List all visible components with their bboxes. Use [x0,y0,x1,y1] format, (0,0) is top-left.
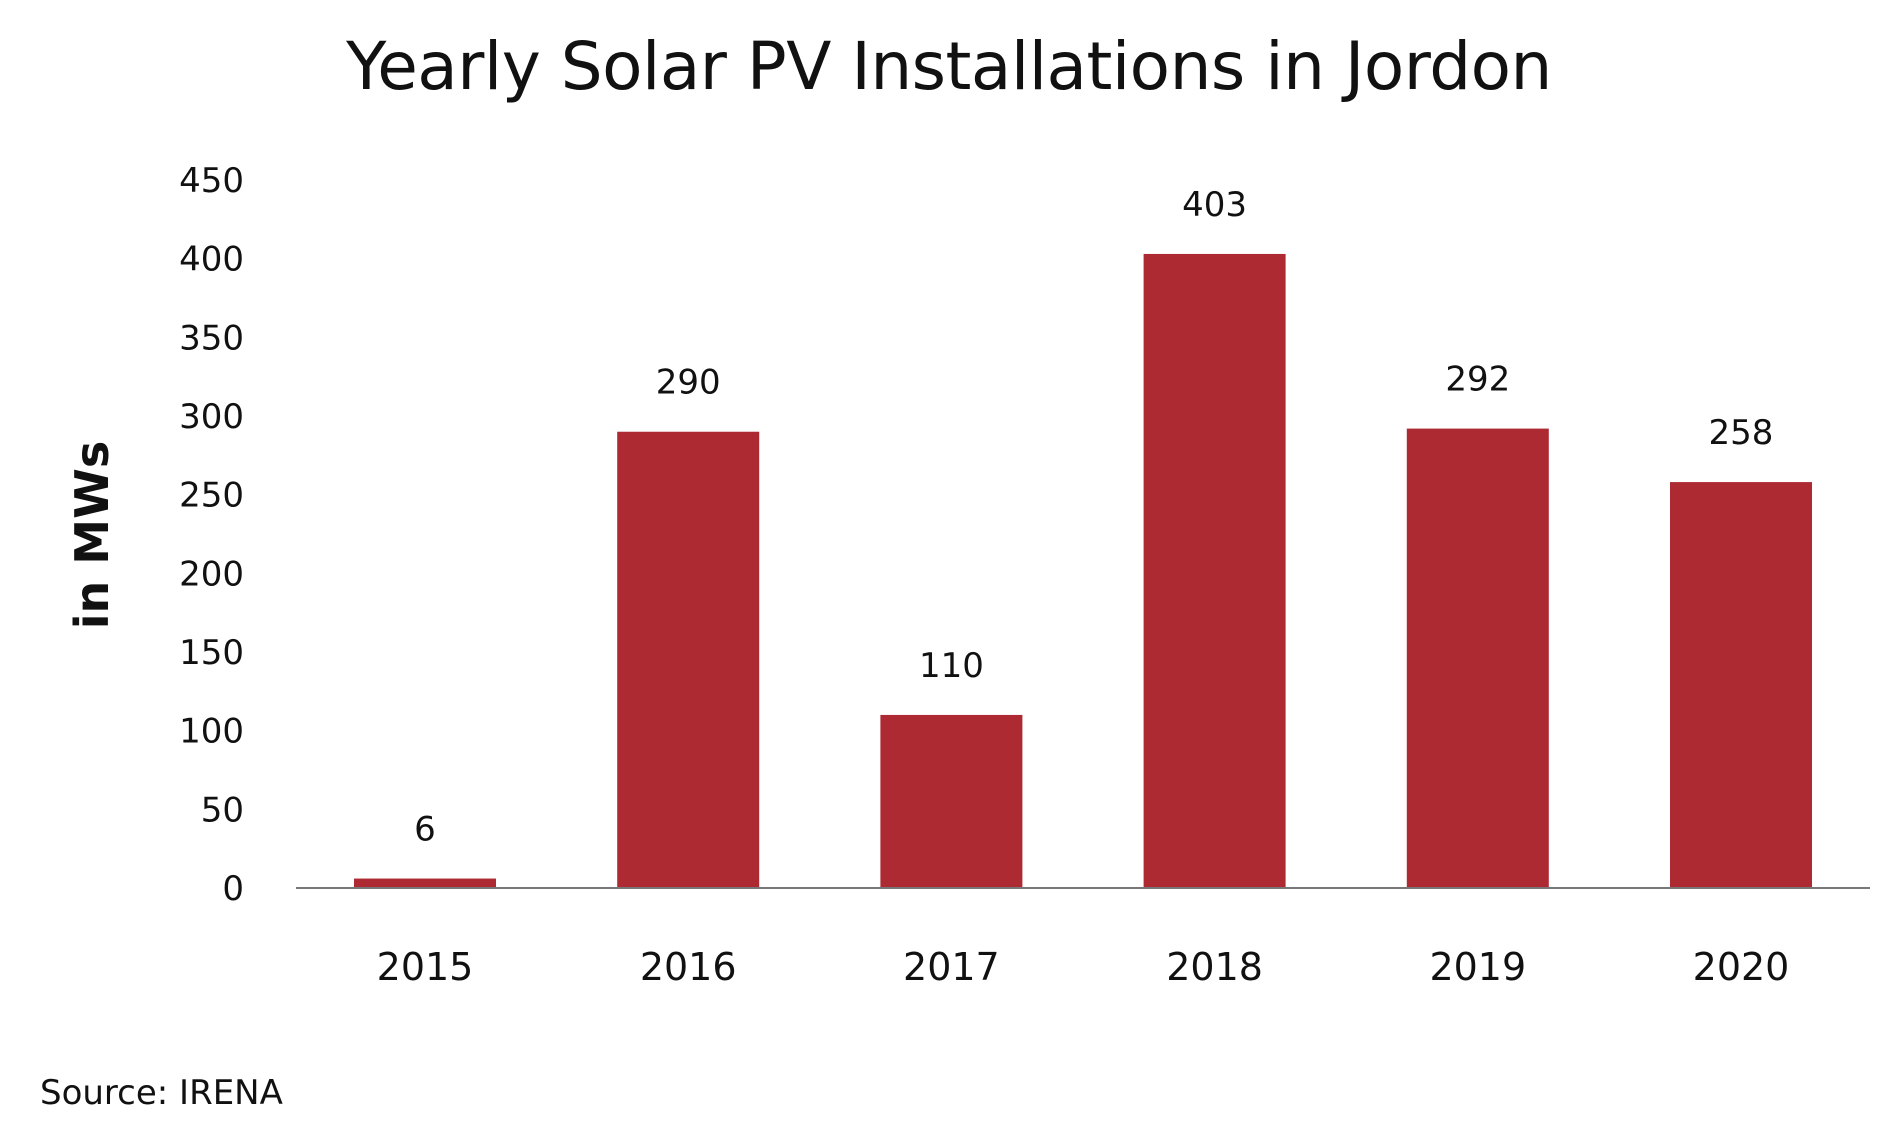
x-tick-labels: 2015 2016 2017 2018 2019 2020 [377,945,1790,989]
chart-title: Yearly Solar PV Installations in Jordon [346,28,1552,105]
bar-2016 [617,431,760,888]
y-tick-label: 300 [179,397,244,437]
data-label-2016: 290 [656,363,721,403]
data-label-2020: 258 [1709,413,1774,453]
y-axis-title: in MWs [65,441,119,629]
x-tick-label-2019: 2019 [1429,945,1526,989]
x-tick-label-2018: 2018 [1166,945,1263,989]
y-tick-label: 150 [179,633,244,673]
y-axis-title-group: in MWs [65,441,119,629]
y-tick-label: 200 [179,554,244,594]
source-note: Source: IRENA [40,1073,283,1113]
y-tick-label: 250 [179,476,244,516]
bar-2015 [354,878,496,888]
data-labels: 6 290 110 403 292 258 [414,185,1773,850]
y-tick-label: 350 [179,318,244,358]
bar-2018 [1143,253,1286,889]
bars [354,253,1812,889]
y-tick-label: 400 [179,240,244,280]
data-label-2017: 110 [919,646,984,686]
x-tick-label-2017: 2017 [903,945,1000,989]
data-label-2019: 292 [1445,360,1510,400]
y-tick-label: 100 [179,712,244,752]
y-tick-labels: 0 50 100 150 200 250 300 350 400 450 [179,161,244,909]
data-label-2018: 403 [1182,185,1247,225]
y-tick-label: 450 [179,161,244,201]
x-tick-label-2020: 2020 [1693,945,1790,989]
y-tick-label: 0 [222,869,244,909]
bar-2019 [1406,428,1549,888]
x-tick-label-2015: 2015 [377,945,474,989]
data-label-2015: 6 [414,810,436,850]
x-tick-label-2016: 2016 [640,945,737,989]
bar-2017 [880,714,1023,888]
y-tick-label: 50 [201,790,244,830]
bar-2020 [1670,482,1812,888]
